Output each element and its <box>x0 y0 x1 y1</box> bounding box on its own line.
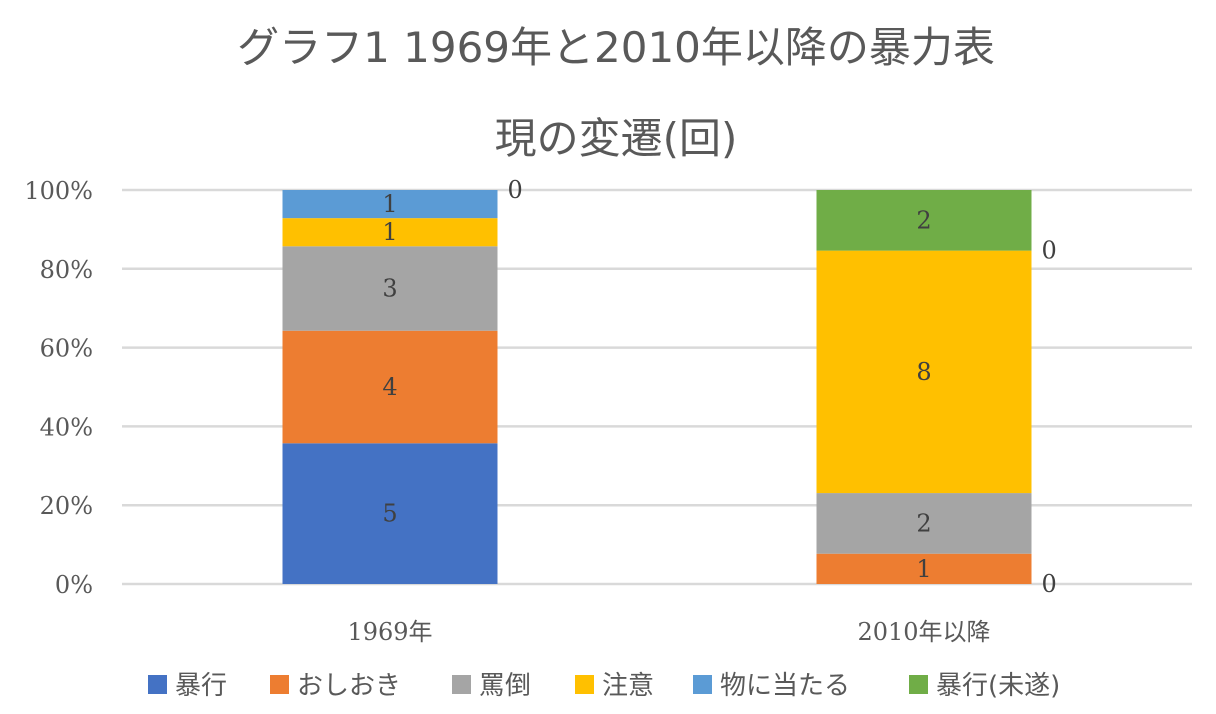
x-category-label: 1969年 <box>347 618 432 646</box>
data-label: 1 <box>916 555 931 583</box>
legend-item: おしおき <box>270 671 401 701</box>
legend-item: 注意 <box>575 671 654 701</box>
data-label: 1 <box>382 218 397 246</box>
bar-segment <box>816 250 1032 494</box>
legend-swatch <box>270 675 289 694</box>
data-label-zero: 0 <box>1042 237 1057 265</box>
y-tick-label: 0% <box>55 571 93 599</box>
data-label: 1 <box>382 190 397 218</box>
bar-segment <box>816 553 1032 584</box>
y-tick-label: 60% <box>40 335 93 363</box>
bar-segment <box>282 330 498 444</box>
y-tick-label: 20% <box>40 492 93 520</box>
data-label: 4 <box>382 373 397 401</box>
x-category-label: 2010年以降 <box>857 618 990 646</box>
data-label: 2 <box>916 206 931 234</box>
legend-label: 物に当たる <box>720 671 850 701</box>
legend-swatch <box>452 675 471 694</box>
y-tick-label: 40% <box>40 413 93 441</box>
data-label: 3 <box>382 275 397 303</box>
data-label: 8 <box>916 358 931 386</box>
bar-segment <box>816 190 1032 251</box>
data-label-zero: 0 <box>508 176 523 204</box>
bar-segment <box>282 190 498 219</box>
legend-item: 暴行 <box>148 671 227 701</box>
bar-segment <box>282 246 498 331</box>
legend-item: 罵倒 <box>452 671 531 701</box>
legend-label: 暴行 <box>175 671 227 701</box>
y-tick-label: 100% <box>24 177 93 205</box>
bar-segment <box>816 493 1032 554</box>
data-label: 5 <box>382 500 397 528</box>
legend-swatch <box>148 675 167 694</box>
bar-segment <box>282 443 498 584</box>
bar-segment <box>282 218 498 247</box>
legend-label: 罵倒 <box>479 671 531 701</box>
data-label-zero: 0 <box>1042 570 1057 598</box>
legend-swatch <box>575 675 594 694</box>
legend-label: おしおき <box>297 671 401 701</box>
legend-item: 暴行(未遂) <box>909 671 1060 701</box>
legend-swatch <box>693 675 712 694</box>
data-label: 2 <box>916 509 931 537</box>
legend-label: 暴行(未遂) <box>936 671 1060 701</box>
legend-label: 注意 <box>602 671 654 701</box>
y-tick-label: 80% <box>40 256 93 284</box>
chart-title-line-1: グラフ1 1969年と2010年以降の暴力表 <box>237 23 995 72</box>
chart-title-line-2: 現の変遷(回) <box>495 114 738 163</box>
legend-item: 物に当たる <box>693 671 850 701</box>
legend-swatch <box>909 675 928 694</box>
